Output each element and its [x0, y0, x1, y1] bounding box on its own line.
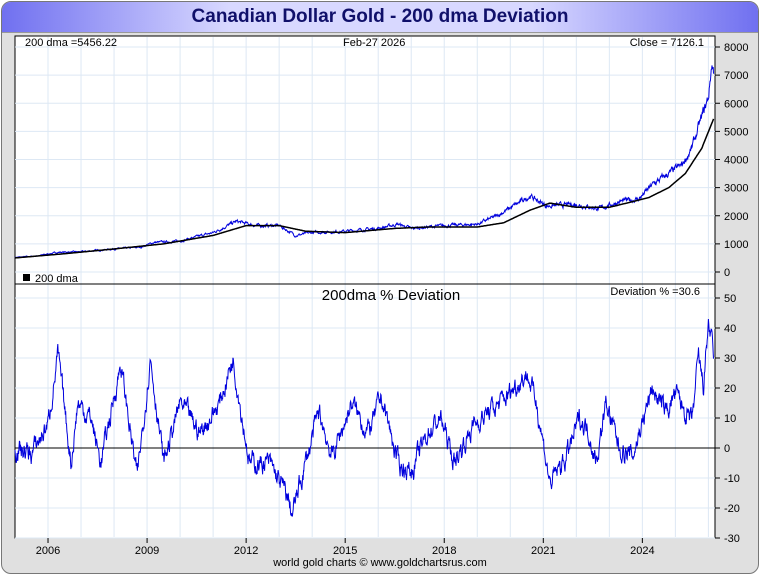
y-tick-label-top: 7000 [724, 70, 748, 82]
y-tick-label-top: 6000 [724, 98, 748, 110]
y-tick-label-top: 3000 [724, 183, 748, 195]
dma-line [15, 118, 715, 259]
close-value-label: Close = 7126.1 [630, 37, 704, 49]
x-tick-label: 2012 [234, 545, 258, 557]
y-tick-label-bottom: 50 [724, 293, 736, 305]
legend-swatch-dma [23, 274, 30, 281]
x-tick-label: 2018 [432, 545, 456, 557]
y-tick-label-bottom: -30 [724, 533, 740, 545]
y-tick-label-top: 2000 [724, 211, 748, 223]
y-tick-label-bottom: 0 [724, 443, 730, 455]
x-tick-label: 2015 [333, 545, 357, 557]
x-tick-label: 2024 [630, 545, 654, 557]
y-tick-label-top: 1000 [724, 239, 748, 251]
legend-label-dma: 200 dma [35, 273, 79, 285]
y-tick-label-top: 5000 [724, 126, 748, 138]
dma-value-label: 200 dma =5456.22 [25, 37, 117, 49]
y-tick-label-bottom: 40 [724, 323, 736, 335]
footer-credit: world gold charts © www.goldchartsrus.co… [273, 557, 487, 569]
y-tick-label-bottom: -20 [724, 503, 740, 515]
y-tick-label-bottom: 30 [724, 353, 736, 365]
chart-title: Canadian Dollar Gold - 200 dma Deviation [2, 2, 758, 33]
deviation-line [14, 318, 714, 517]
y-tick-label-top: 8000 [724, 42, 748, 54]
x-tick-label: 2009 [135, 545, 159, 557]
deviation-panel-title: 200dma % Deviation [322, 287, 460, 304]
y-tick-label-bottom: 20 [724, 383, 736, 395]
y-tick-label-bottom: 10 [724, 413, 736, 425]
y-tick-label-bottom: -10 [724, 473, 740, 485]
x-tick-label: 2006 [36, 545, 60, 557]
y-tick-label-top: 0 [724, 267, 730, 279]
x-tick-label: 2021 [531, 545, 555, 557]
deviation-value-label: Deviation % =30.6 [610, 286, 700, 298]
date-label: Feb-27 2026 [343, 37, 405, 49]
y-tick-label-top: 4000 [724, 155, 748, 167]
